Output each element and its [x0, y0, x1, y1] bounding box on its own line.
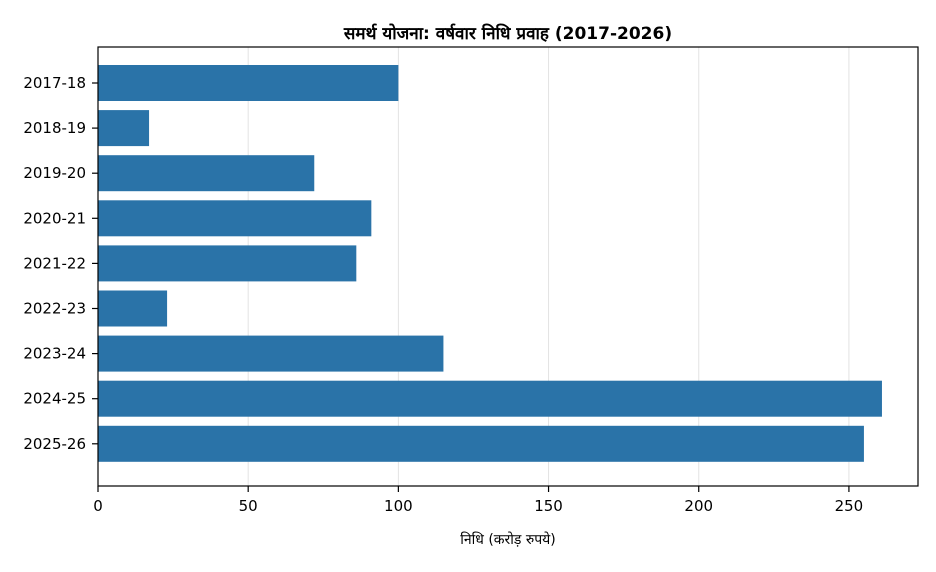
- x-tick-label: 0: [93, 497, 103, 515]
- y-tick-label: 2025-26: [23, 435, 86, 453]
- bars: [98, 65, 882, 462]
- y-tick-label: 2022-23: [23, 300, 86, 318]
- y-axis: 2017-18 2018-19 2019-20 2020-21 2021-22 2022-…: [23, 74, 98, 453]
- x-axis-title: निधि (करोड़ रुपये): [460, 531, 556, 548]
- bar-2025-26: [98, 425, 864, 462]
- bar-2022-23: [98, 290, 168, 327]
- y-tick-label: 2023-24: [23, 345, 86, 363]
- x-tick-label: 150: [534, 497, 563, 515]
- x-tick-label: 100: [384, 497, 413, 515]
- bar-2018-19: [98, 110, 150, 147]
- x-axis: 0 50 100 150 200 250: [93, 486, 863, 515]
- y-tick-label: 2017-18: [23, 74, 86, 92]
- bar-2024-25: [98, 380, 882, 417]
- y-tick-label: 2018-19: [23, 119, 86, 137]
- bar-2023-24: [98, 335, 444, 372]
- plot-frame: [97, 46, 919, 487]
- y-tick-label: 2024-25: [23, 390, 86, 408]
- bar-2020-21: [98, 200, 372, 237]
- y-tick-label: 2021-22: [23, 254, 86, 272]
- bar-2019-20: [98, 155, 315, 192]
- chart-title: समर्थ योजना: वर्षवार निधि प्रवाह (2017-2…: [343, 23, 672, 44]
- bar-2021-22: [98, 245, 357, 282]
- y-tick-label: 2020-21: [23, 209, 86, 227]
- bar-2017-18: [98, 65, 399, 101]
- x-tick-label: 250: [835, 497, 864, 515]
- x-tick-label: 50: [239, 497, 258, 515]
- x-tick-label: 200: [684, 497, 713, 515]
- y-tick-label: 2019-20: [23, 164, 86, 182]
